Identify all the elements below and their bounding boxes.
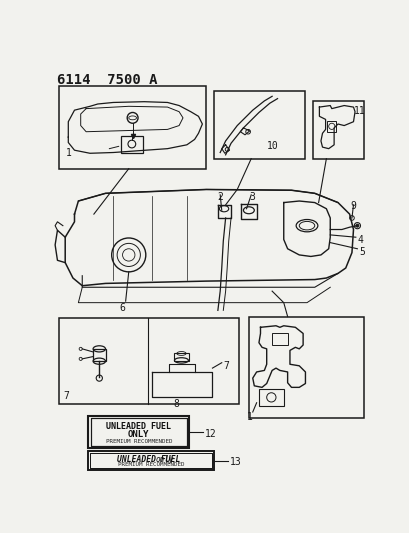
Text: 7: 7 bbox=[63, 391, 70, 401]
Text: 10: 10 bbox=[266, 141, 278, 151]
Text: 6114  7500 A: 6114 7500 A bbox=[57, 73, 157, 87]
Bar bbox=[312, 101, 363, 159]
Text: 4: 4 bbox=[357, 235, 362, 245]
Bar bbox=[59, 318, 238, 405]
Bar bbox=[93, 349, 105, 361]
Text: 13: 13 bbox=[229, 457, 240, 467]
Text: 5: 5 bbox=[358, 247, 364, 257]
Bar bbox=[248, 317, 363, 418]
Bar bbox=[173, 353, 189, 361]
Bar bbox=[258, 389, 283, 406]
Text: 2: 2 bbox=[217, 192, 222, 202]
Text: 11: 11 bbox=[353, 106, 364, 116]
Text: 6: 6 bbox=[119, 303, 125, 313]
Bar bbox=[90, 453, 212, 468]
Text: 9: 9 bbox=[350, 201, 355, 211]
Bar bbox=[90, 453, 212, 468]
Text: 1: 1 bbox=[66, 148, 72, 158]
Bar bbox=[90, 418, 187, 446]
Bar bbox=[326, 121, 336, 132]
Text: UNLEADED FUEL: UNLEADED FUEL bbox=[117, 455, 185, 464]
Bar bbox=[121, 135, 142, 152]
Bar bbox=[90, 453, 212, 468]
Circle shape bbox=[355, 224, 358, 227]
Text: PREMIUM RECOMMENDED: PREMIUM RECOMMENDED bbox=[118, 462, 184, 467]
Text: ONLY: ONLY bbox=[128, 430, 149, 439]
Bar bbox=[88, 451, 213, 470]
Text: 8: 8 bbox=[173, 399, 179, 409]
Bar bbox=[213, 91, 305, 159]
Text: 1: 1 bbox=[246, 412, 252, 422]
Bar bbox=[88, 416, 189, 448]
Text: PREMIUM RECOMMENDED: PREMIUM RECOMMENDED bbox=[106, 439, 172, 444]
Bar bbox=[59, 85, 206, 168]
Bar bbox=[272, 334, 287, 345]
Text: 7: 7 bbox=[223, 361, 229, 371]
Bar bbox=[90, 418, 187, 446]
Text: only: only bbox=[155, 455, 174, 464]
Text: 12: 12 bbox=[204, 429, 216, 439]
Bar bbox=[90, 418, 187, 446]
Text: UNLEADED FUEL: UNLEADED FUEL bbox=[106, 422, 171, 431]
Text: 3: 3 bbox=[249, 192, 255, 202]
